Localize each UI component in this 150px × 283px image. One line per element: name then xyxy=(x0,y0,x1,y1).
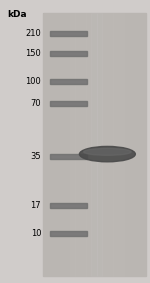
Bar xyxy=(50,51,87,56)
Bar xyxy=(140,13,145,276)
Bar xyxy=(86,13,91,276)
Text: 70: 70 xyxy=(30,99,41,108)
Bar xyxy=(53,13,59,276)
Bar xyxy=(50,101,87,106)
Bar xyxy=(135,13,140,276)
Text: 17: 17 xyxy=(30,201,41,211)
Bar xyxy=(124,13,129,276)
Bar xyxy=(70,13,75,276)
Bar xyxy=(59,13,64,276)
Text: 210: 210 xyxy=(25,29,41,38)
Bar xyxy=(64,13,69,276)
Bar xyxy=(108,13,113,276)
Ellipse shape xyxy=(79,146,135,162)
Text: 150: 150 xyxy=(25,49,41,58)
Text: 10: 10 xyxy=(31,230,41,239)
Bar xyxy=(146,13,150,276)
Bar xyxy=(102,13,107,276)
Bar xyxy=(48,13,53,276)
Bar xyxy=(50,203,87,209)
Text: 100: 100 xyxy=(25,77,41,86)
Bar xyxy=(43,13,146,276)
Text: 35: 35 xyxy=(30,153,41,161)
Text: kDa: kDa xyxy=(7,10,27,19)
Bar xyxy=(113,13,118,276)
Bar xyxy=(50,79,87,84)
Bar xyxy=(43,13,48,276)
Bar xyxy=(81,13,86,276)
Bar xyxy=(75,13,80,276)
Bar xyxy=(50,155,87,159)
Bar xyxy=(97,13,102,276)
Bar xyxy=(118,13,124,276)
FancyBboxPatch shape xyxy=(43,13,146,276)
Bar xyxy=(50,231,87,237)
Ellipse shape xyxy=(84,148,131,155)
Bar xyxy=(50,31,87,36)
Bar xyxy=(92,13,97,276)
Bar xyxy=(129,13,135,276)
